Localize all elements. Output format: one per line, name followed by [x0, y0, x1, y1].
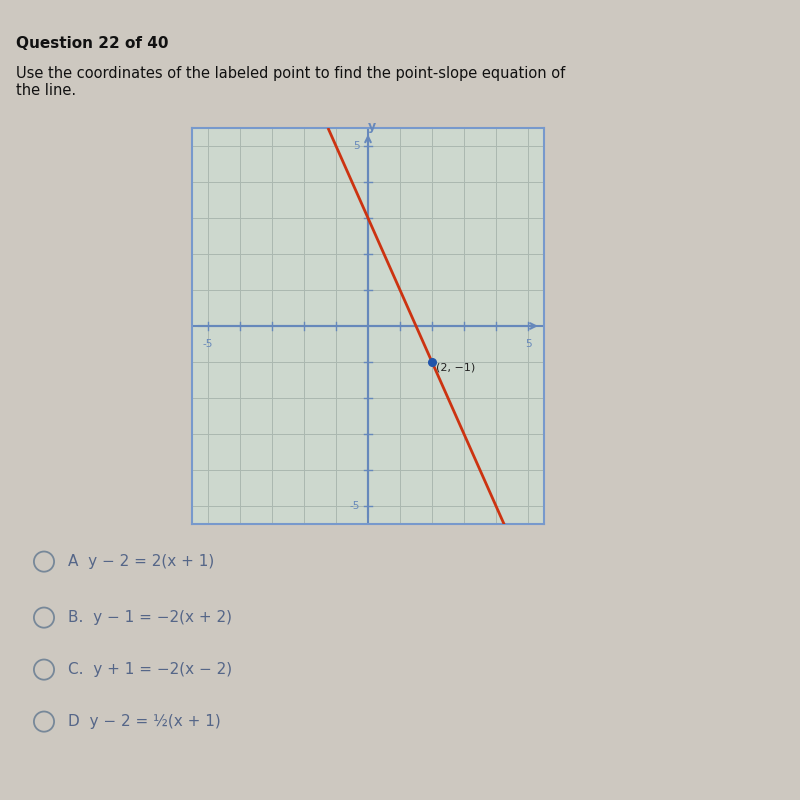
Text: 5: 5: [525, 338, 531, 349]
Text: C.  y + 1 = −2(x − 2): C. y + 1 = −2(x − 2): [68, 662, 232, 677]
Text: y: y: [368, 120, 376, 134]
Text: (2, −1): (2, −1): [436, 363, 475, 373]
Text: Use the coordinates of the labeled point to find the point-slope equation of
the: Use the coordinates of the labeled point…: [16, 66, 566, 98]
Text: B.  y − 1 = −2(x + 2): B. y − 1 = −2(x + 2): [68, 610, 232, 625]
Text: Question 22 of 40: Question 22 of 40: [16, 36, 169, 51]
Text: -5: -5: [203, 338, 213, 349]
Text: 5: 5: [354, 141, 360, 151]
Text: D  y − 2 = ½(x + 1): D y − 2 = ½(x + 1): [68, 714, 221, 729]
Text: -5: -5: [350, 501, 360, 511]
Text: A  y − 2 = 2(x + 1): A y − 2 = 2(x + 1): [68, 554, 214, 569]
